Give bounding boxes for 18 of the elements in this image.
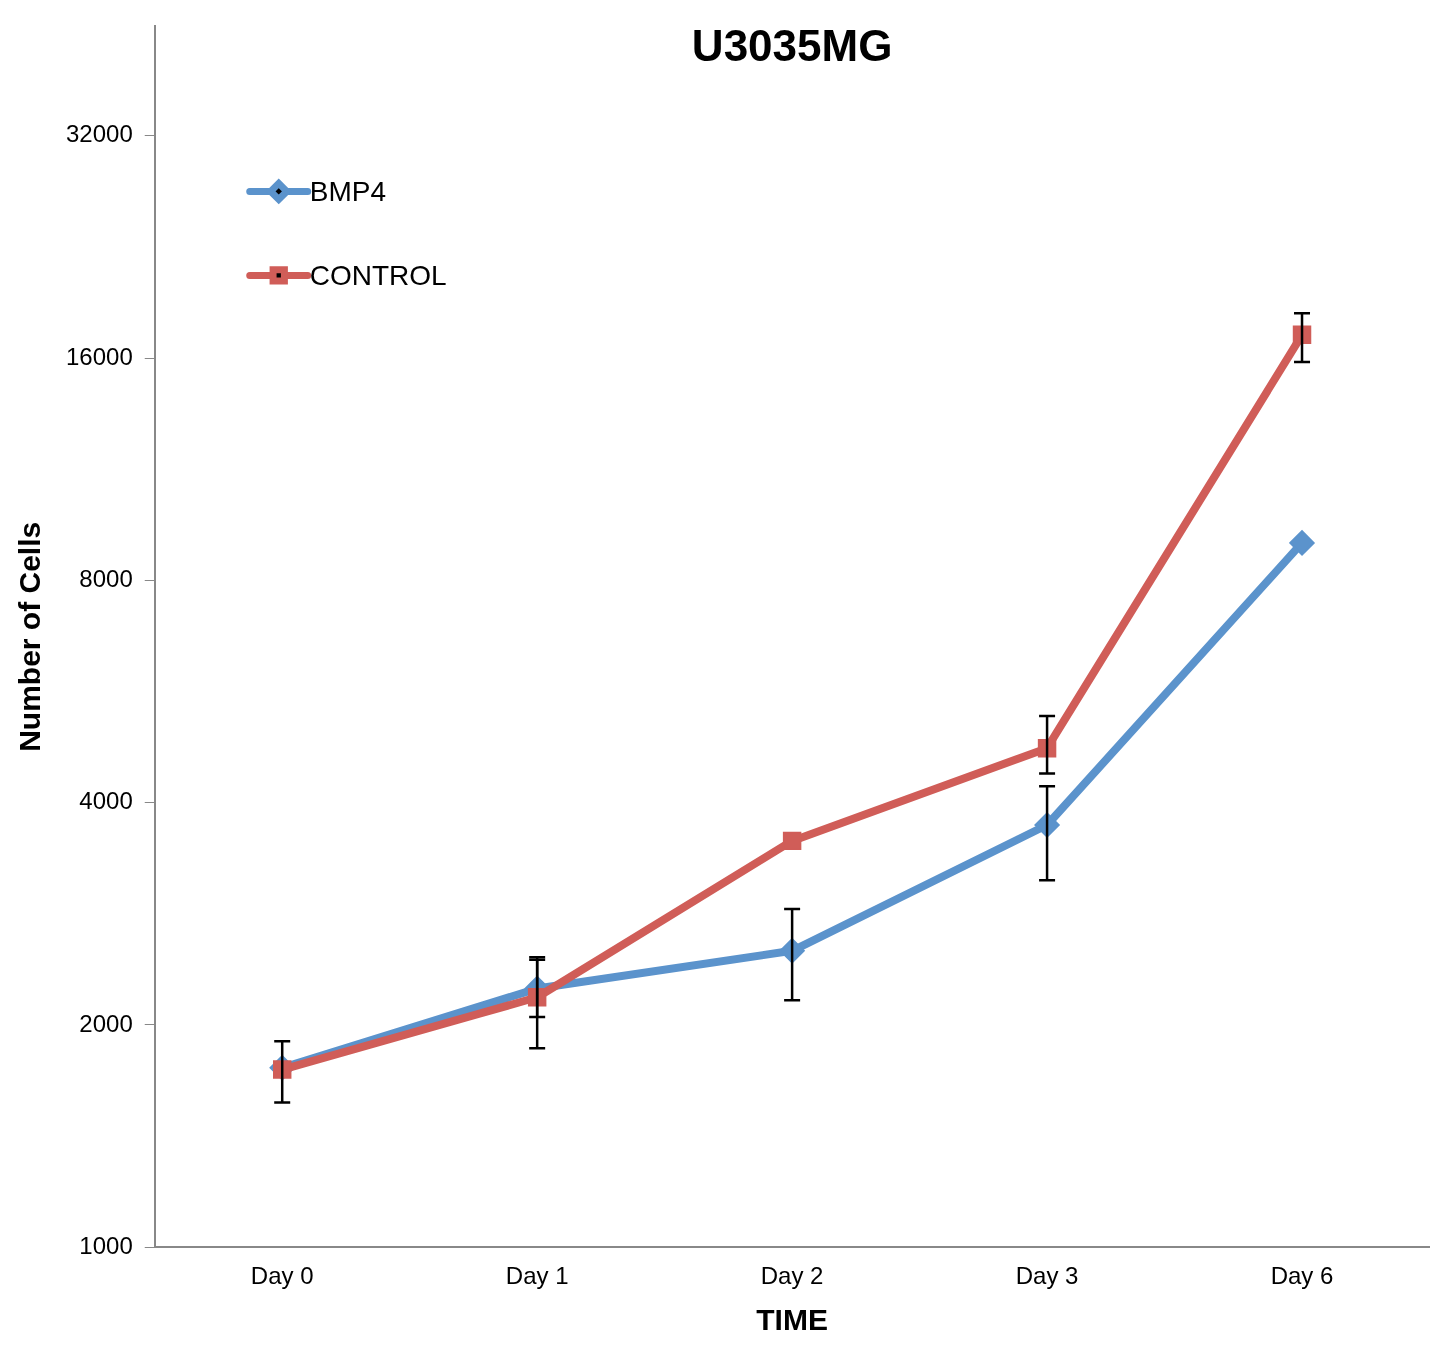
point [1289, 530, 1315, 556]
y-tick-label: 4000 [79, 787, 133, 815]
point [782, 831, 802, 851]
x-tick-label: Day 6 [1270, 1262, 1334, 1290]
y-tick-label: 8000 [79, 564, 133, 592]
x-axis-title: TIME [756, 1303, 828, 1337]
y-tick-label: 1000 [79, 1231, 133, 1259]
chart-title: U3035MG [691, 20, 893, 70]
y-axis-title: Number of Cells [13, 521, 47, 752]
x-tick-label: Day 0 [250, 1262, 314, 1290]
y-tick-label: 16000 [65, 342, 133, 370]
legend-label: CONTROL [309, 260, 447, 292]
x-tick-label: Day 2 [760, 1262, 824, 1290]
x-tick-label: Day 3 [1015, 1262, 1079, 1290]
y-tick-label: 2000 [79, 1009, 133, 1037]
x-tick-label: Day 1 [505, 1262, 569, 1290]
legend-label: BMP4 [309, 176, 386, 208]
y-tick-label: 32000 [65, 120, 133, 148]
